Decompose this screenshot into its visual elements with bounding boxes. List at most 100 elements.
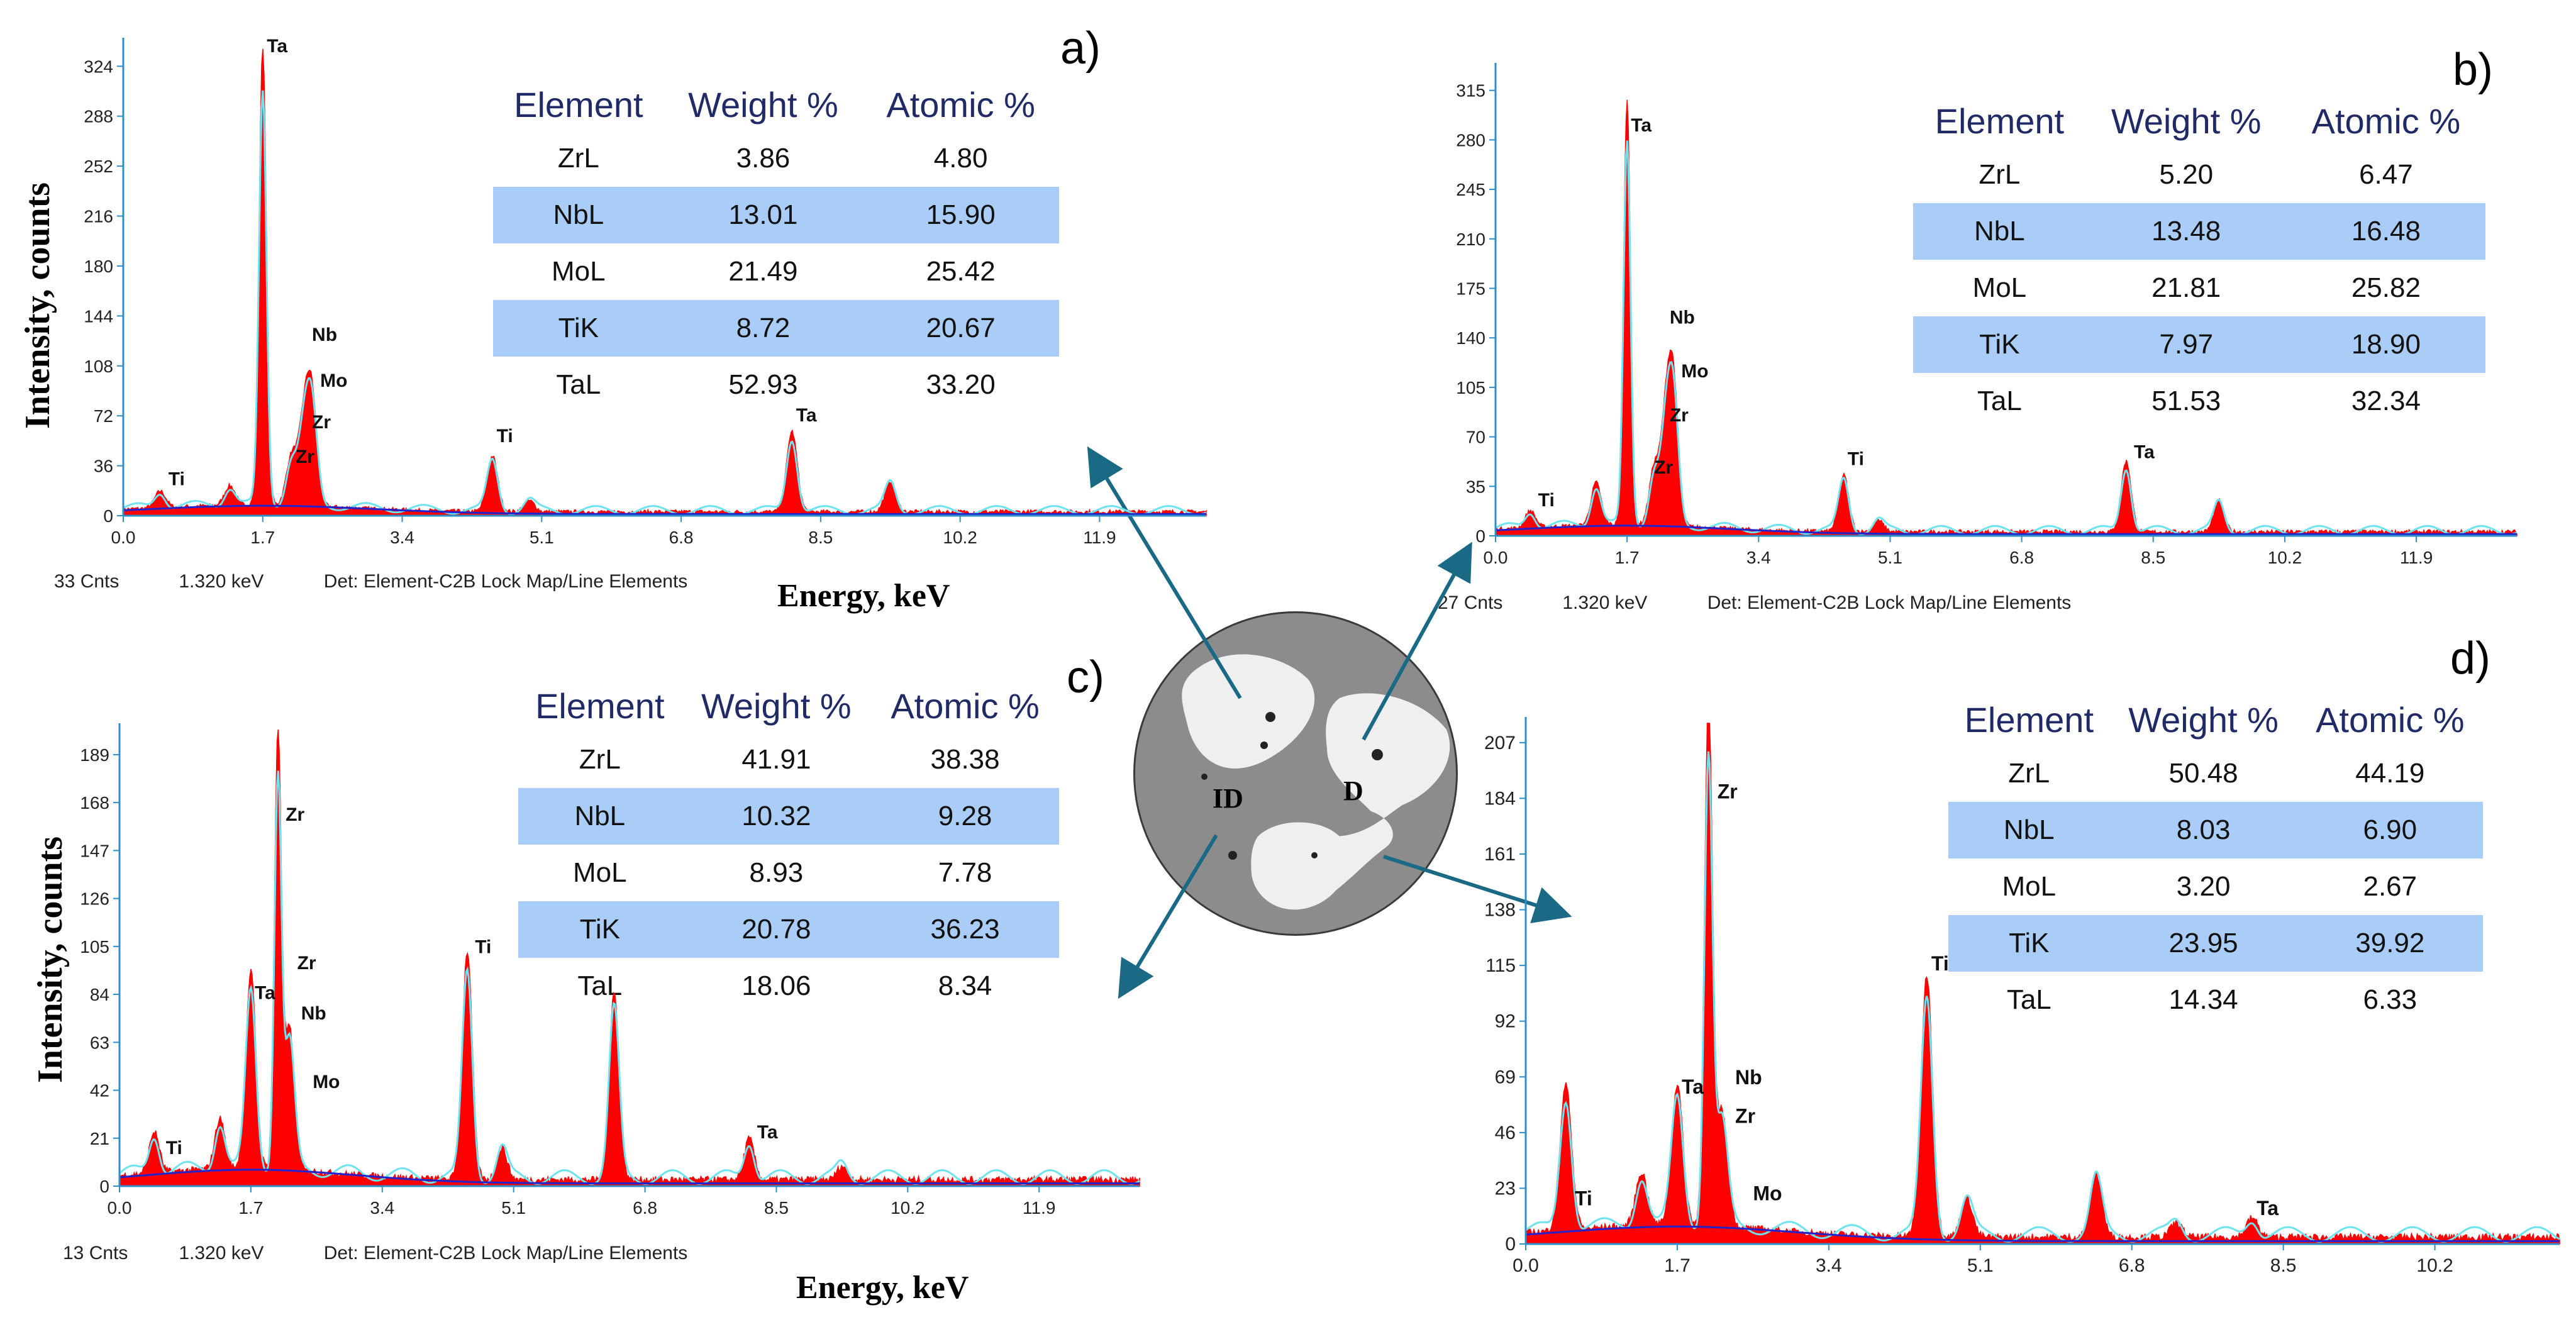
peak-label-c-1: Zr [297,953,316,974]
peak-label-c-3: Nb [301,1003,326,1024]
cell-b-2-2: 25.82 [2351,272,2421,303]
peak-label-c-6: Ti [475,937,491,958]
cell-a-4-1: 52.93 [728,369,798,400]
cell-d-3-2: 39.92 [2297,915,2483,972]
y-tick-label-c-7: 147 [80,841,109,860]
y-tick-label-b-4: 140 [1456,328,1485,348]
status-counts-a: 33 Cnts [54,571,119,592]
background-fit-c [119,1169,1140,1185]
y-tick-label-b-7: 245 [1456,180,1485,199]
spectrum-fill-d [1525,723,2560,1245]
cell-d-3-0: TiK [1948,915,2110,972]
composition-table-d: Element Weight % Atomic % ZrL 50.48 44.19 Nb… [1948,699,2483,1028]
x-tick-label-a-5: 8.5 [808,528,833,547]
composition-table-a: Element Weight % Atomic % ZrL 3.86 4.80 NbL 1… [493,84,1059,413]
cell-b-0-0: ZrL [1979,159,2021,190]
peak-label-a-4: Zr [296,447,314,467]
peak-label-d-1: Ta [1682,1075,1704,1098]
peak-label-d-6: Ti [1931,952,1949,975]
y-tick-label-d-0: 0 [1505,1234,1516,1255]
peak-label-c-2: Ta [255,982,275,1003]
spectrum-chart-c: 0 21 42 63 84 105 126 147 168 189 0.0 1.7 3.4 5.1 6.8 8… [80,723,1140,1218]
y-tick-label-d-2: 46 [1495,1123,1516,1143]
peak-label-d-5: Ti [1575,1187,1592,1209]
cell-d-0-0: ZrL [2008,758,2050,789]
cell-d-2-0: MoL [2002,871,2057,902]
y-tick-label-b-6: 210 [1456,230,1485,249]
header-atomic-c: Atomic % [891,686,1040,726]
cell-a-1-2: 15.90 [862,187,1059,243]
cell-d-4-2: 6.33 [2363,984,2418,1015]
panel-label-d: d) [2450,633,2491,684]
header-weight-b: Weight % [2111,101,2262,141]
cell-d-4-1: 14.34 [2168,984,2238,1015]
header-atomic-d: Atomic % [2316,700,2465,740]
cell-d-2-2: 2.67 [2363,871,2418,902]
spectrum-chart-d: 0 23 46 69 92 115 138 161 184 207 0.0 1.7 3.4 5.1 6.8 8… [1484,717,2560,1276]
x-tick-label-b-3: 5.1 [1878,548,1902,567]
arrow-to-b [1362,541,1472,741]
cell-c-3-0: TiK [518,901,682,958]
cell-a-3-1: 8.72 [663,300,863,357]
y-tick-label-d-1: 23 [1495,1178,1516,1199]
spectrum-fill-b [1495,99,2518,536]
cell-c-3-1: 20.78 [681,901,872,958]
status-det-c: Det: Element-C2B Lock Map/Line Elements [323,1243,688,1263]
cell-a-4-0: TaL [556,369,601,400]
x-tick-label-b-5: 8.5 [2141,548,2165,567]
arrow-to-c [1118,834,1218,999]
y-tick-label-d-6: 138 [1484,900,1516,921]
status-bar-b: 27 Cnts 1.320 keV Det: Element-C2B Lock … [1438,592,2071,614]
cell-b-4-2: 32.34 [2351,386,2421,416]
y-tick-label-b-1: 35 [1466,477,1485,496]
peak-label-d-7: Ta [2257,1197,2279,1219]
y-tick-label-b-9: 315 [1456,81,1485,101]
x-tick-label-a-0: 0.0 [111,528,136,547]
cell-a-4-2: 33.20 [926,369,996,400]
cell-d-0-1: 50.48 [2168,758,2238,789]
x-tick-label-c-3: 5.1 [501,1198,526,1218]
cell-b-1-0: NbL [1913,203,2086,260]
spectrum-overlay-b [1495,140,2518,536]
header-element-d: Element [1964,700,2094,740]
y-tick-label-a-3: 108 [84,357,113,376]
cell-d-1-0: NbL [1948,802,2110,858]
spectrum-overlay-a [123,90,1207,516]
cell-a-1-0: NbL [493,187,664,243]
x-tick-label-a-3: 5.1 [530,528,554,547]
cell-c-2-2: 7.78 [938,857,992,888]
y-tick-label-c-8: 168 [80,793,109,813]
x-tick-label-c-1: 1.7 [238,1198,263,1218]
cell-b-3-0: TiK [1913,316,2086,373]
x-tick-label-d-6: 10.2 [2416,1255,2453,1276]
cell-b-1-2: 16.48 [2286,203,2485,260]
y-tick-label-c-9: 189 [80,745,109,765]
cell-c-4-1: 18.06 [741,970,811,1001]
cell-a-3-0: TiK [493,300,664,357]
peak-label-a-0: Ta [267,36,287,57]
y-tick-label-b-8: 280 [1456,130,1485,150]
x-tick-label-a-6: 10.2 [943,528,977,547]
cell-c-0-1: 41.91 [741,744,811,775]
x-tick-label-b-6: 10.2 [2268,548,2302,567]
y-tick-label-c-5: 105 [80,937,109,957]
y-tick-label-a-2: 72 [94,406,113,426]
x-tick-label-c-2: 3.4 [370,1198,394,1218]
y-tick-label-c-6: 126 [80,889,109,909]
cell-b-4-1: 51.53 [2151,386,2221,416]
x-tick-label-c-5: 8.5 [764,1198,789,1218]
micrograph-label-d: D [1343,775,1363,806]
cell-a-2-1: 21.49 [728,256,798,287]
header-element-c: Element [535,686,665,726]
arrow-to-d [1383,855,1572,923]
cell-b-0-1: 5.20 [2159,159,2214,190]
peak-label-c-0: Zr [286,804,304,825]
y-tick-label-d-3: 69 [1495,1067,1516,1087]
x-tick-label-a-2: 3.4 [390,528,414,547]
peak-label-a-6: Ti [497,426,513,447]
peak-label-a-3: Zr [312,412,331,433]
y-tick-label-d-4: 92 [1495,1011,1516,1032]
background-fit-a [123,504,1206,515]
x-tick-label-c-4: 6.8 [633,1198,657,1218]
